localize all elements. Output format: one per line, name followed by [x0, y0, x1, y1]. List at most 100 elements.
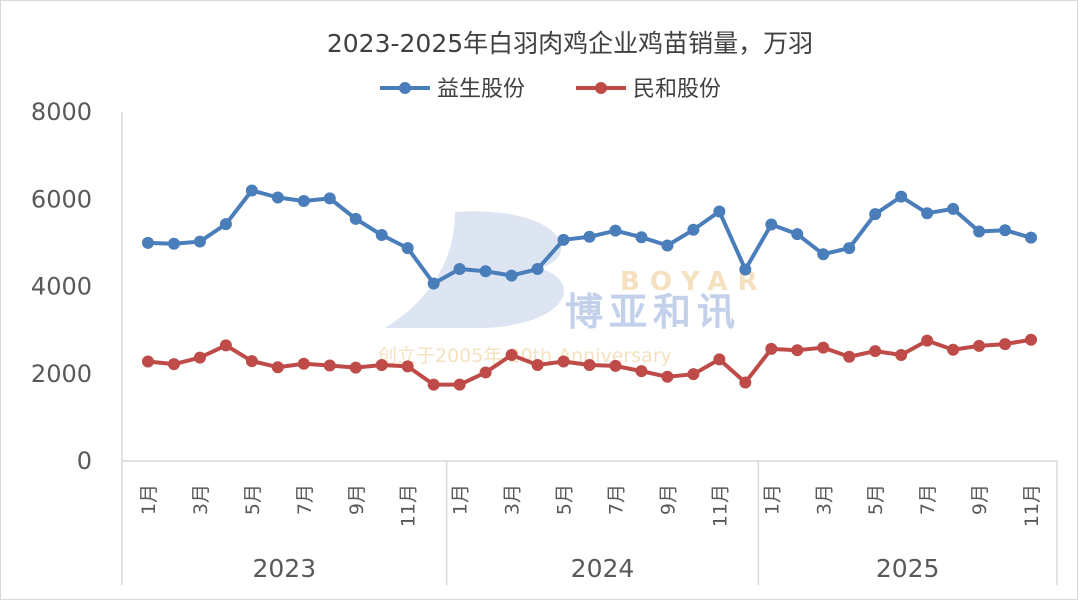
- series-0-point: [1025, 231, 1038, 244]
- y-axis: 0 2000 4000 6000 8000: [31, 98, 92, 475]
- x-tick-label: 5月: [865, 484, 887, 515]
- series-0-point: [375, 229, 388, 242]
- y-tick-label: 6000: [31, 185, 92, 213]
- axes: [121, 112, 1057, 585]
- series-0-point: [297, 194, 310, 207]
- legend-label: 民和股份: [633, 77, 721, 102]
- x-tick-label: 5月: [554, 484, 576, 515]
- series-1-point: [531, 359, 544, 372]
- series-1-point: [661, 370, 674, 383]
- x-axis: 1月 3月 5月 7月 9月 11月 1月 3月 5月 7月 9月 11月 1月 3月 5月 7月 9月 11月 2…: [138, 461, 1058, 585]
- series-1-point: [557, 355, 570, 368]
- series-0-point: [999, 224, 1012, 237]
- x-tick-label: 9月: [969, 484, 991, 515]
- x-tick-label: 11月: [398, 484, 420, 527]
- series-1-point: [167, 358, 180, 371]
- x-tick-label: 7月: [294, 484, 316, 515]
- series-1-point: [765, 342, 778, 355]
- series-layer: [141, 184, 1038, 391]
- series-1-point: [791, 344, 804, 357]
- watermark-brand-en: BOYAR: [620, 267, 767, 297]
- series-0-point: [713, 205, 726, 218]
- series-0-point: [219, 218, 232, 231]
- year-label: 2025: [876, 554, 940, 583]
- series-1-point: [869, 345, 882, 358]
- series-1-point: [921, 334, 934, 347]
- x-tick-label: 3月: [813, 484, 835, 515]
- x-tick-label: 9月: [657, 484, 679, 515]
- series-0-point: [817, 248, 830, 261]
- series-0-point: [895, 190, 908, 203]
- series-1-point: [947, 343, 960, 356]
- series-1-point: [453, 378, 466, 391]
- series-1-point: [973, 339, 986, 352]
- series-0-point: [349, 212, 362, 225]
- watermark-tagline: 创立于2005年 20th Anniversary: [378, 345, 672, 367]
- series-0-point: [583, 230, 596, 243]
- series-1-point: [895, 348, 908, 361]
- series-0-point: [401, 242, 414, 255]
- series-0-point: [687, 223, 700, 236]
- series-1-point: [687, 368, 700, 381]
- series-1-point: [817, 341, 830, 354]
- series-1-point: [323, 359, 336, 372]
- series-0-point: [427, 277, 440, 290]
- series-0-point: [167, 237, 180, 250]
- chart-title: 2023-2025年白羽肉鸡企业鸡苗销量，万羽: [327, 29, 813, 58]
- series-1-point: [739, 376, 752, 389]
- series-1-point: [193, 351, 206, 364]
- series-1-point: [609, 359, 622, 372]
- y-tick-label: 2000: [31, 360, 92, 388]
- series-1-point: [843, 350, 856, 363]
- series-1-point: [505, 348, 518, 361]
- series-1-point: [245, 355, 258, 368]
- series-0-point: [609, 224, 622, 237]
- boyar-watermark: BOYAR 博亚和讯 创立于2005年 20th Anniversary: [378, 211, 767, 367]
- legend: 益生股份 民和股份: [380, 77, 721, 102]
- series-0-point: [453, 263, 466, 276]
- series-1-point: [219, 339, 232, 352]
- series-1-point: [479, 366, 492, 379]
- x-tick-label: 1月: [138, 484, 160, 515]
- series-1-point: [271, 361, 284, 374]
- x-tick-label: 11月: [1021, 484, 1043, 527]
- watermark-brand-cn: 博亚和讯: [565, 290, 741, 334]
- x-tick-label: 11月: [709, 484, 731, 527]
- x-tick-label: 7月: [605, 484, 627, 515]
- x-tick-label: 9月: [346, 484, 368, 515]
- series-1-point: [141, 355, 154, 368]
- legend-marker: [595, 82, 607, 94]
- series-1-point: [375, 359, 388, 372]
- y-tick-label: 4000: [31, 273, 92, 301]
- y-tick-label: 8000: [31, 98, 92, 126]
- series-0-point: [765, 218, 778, 231]
- series-0-point: [271, 191, 284, 204]
- series-0-point: [557, 233, 570, 246]
- x-tick-label: 5月: [242, 484, 264, 515]
- legend-marker: [399, 82, 411, 94]
- series-1-point: [999, 338, 1012, 351]
- series-0-point: [193, 235, 206, 248]
- series-0-point: [323, 192, 336, 205]
- series-0-point: [791, 228, 804, 241]
- series-0-point: [531, 263, 544, 276]
- x-tick-label: 1月: [450, 484, 472, 515]
- series-1-point: [583, 359, 596, 372]
- year-label: 2023: [253, 554, 317, 583]
- series-0-point: [141, 236, 154, 249]
- series-0-point: [973, 225, 986, 238]
- series-0-point: [505, 269, 518, 282]
- year-label: 2024: [571, 554, 635, 583]
- y-tick-label: 0: [77, 447, 92, 475]
- series-0-point: [843, 242, 856, 255]
- series-0-point: [869, 208, 882, 221]
- x-tick-label: 1月: [761, 484, 783, 515]
- series-0-point: [479, 265, 492, 278]
- x-tick-label: 3月: [190, 484, 212, 515]
- series-1-point: [713, 353, 726, 366]
- x-tick-label: 3月: [502, 484, 524, 515]
- series-0-point: [661, 239, 674, 252]
- legend-label: 益生股份: [437, 77, 525, 102]
